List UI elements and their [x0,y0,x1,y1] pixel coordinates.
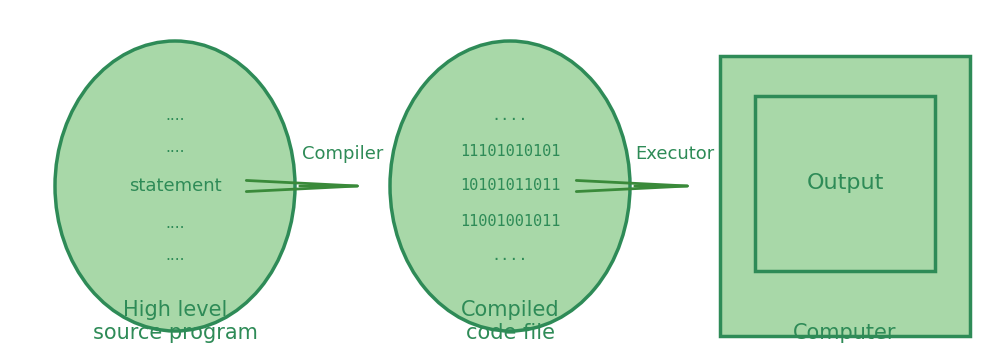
Text: High level
source program: High level source program [93,300,257,343]
Text: Output: Output [806,173,884,193]
Text: Compiler: Compiler [302,145,384,163]
Text: ....: .... [165,109,185,123]
Text: ....: .... [165,217,185,231]
Text: ....: .... [165,248,185,264]
Text: 11001001011: 11001001011 [460,213,560,229]
Text: 11101010101: 11101010101 [460,144,560,158]
Ellipse shape [390,41,630,331]
Bar [720,56,970,336]
Text: ....: .... [492,248,528,264]
Text: Compiled
code file: Compiled code file [461,300,559,343]
Text: ....: .... [165,140,185,156]
Text: Computer: Computer [793,323,897,343]
Text: Executor: Executor [635,145,715,163]
Text: 10101011011: 10101011011 [460,178,560,193]
Bar [755,96,935,271]
Text: statement: statement [129,177,221,195]
Ellipse shape [55,41,295,331]
Text: ....: .... [492,109,528,123]
